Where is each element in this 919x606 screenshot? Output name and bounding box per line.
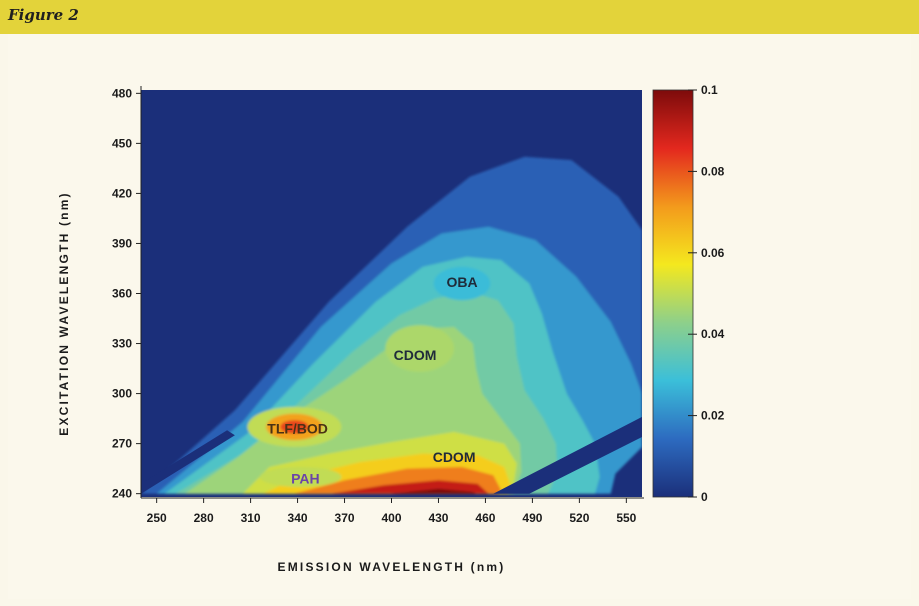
y-tick-label: 330 bbox=[112, 337, 132, 351]
x-tick-label: 520 bbox=[569, 511, 589, 525]
x-tick-label: 400 bbox=[381, 511, 401, 525]
x-tick-label: 310 bbox=[241, 511, 261, 525]
x-tick-label: 280 bbox=[194, 511, 214, 525]
annotation-tlf-bod: TLF/BOD bbox=[267, 421, 328, 437]
y-tick-label: 360 bbox=[112, 287, 132, 301]
x-axis-title: EMISSION WAVELENGTH (nm) bbox=[278, 560, 506, 574]
y-tick-label: 300 bbox=[112, 387, 132, 401]
x-tick-label: 550 bbox=[616, 511, 636, 525]
annotation-cdom: CDOM bbox=[433, 449, 476, 465]
y-tick-label: 420 bbox=[112, 186, 132, 200]
contour-cdom-upper-spot bbox=[385, 325, 455, 372]
y-axis-title: EXCITATION WAVELENGTH (nm) bbox=[57, 191, 71, 436]
annotation-pah: PAH bbox=[291, 471, 320, 487]
annotation-cdom: CDOM bbox=[394, 347, 437, 363]
colorbar-tick-label: 0.04 bbox=[701, 327, 725, 341]
x-tick-label: 340 bbox=[288, 511, 308, 525]
figure-panel: OBA CDOM TLF/BOD CDOM PAH 250 280 310 340 370 400… bbox=[8, 34, 911, 599]
colorbar-tick-label: 0.02 bbox=[701, 409, 725, 423]
masked-band-lower-left-scatter bbox=[141, 430, 235, 494]
y-tick-label: 240 bbox=[112, 487, 132, 501]
x-tick-label: 430 bbox=[428, 511, 448, 525]
contour-dark-red bbox=[391, 488, 476, 494]
x-tick-label: 250 bbox=[147, 511, 167, 525]
contour-tlf-core bbox=[280, 420, 309, 434]
y-tick-label: 480 bbox=[112, 86, 132, 100]
y-tick-label: 450 bbox=[112, 136, 132, 150]
colorbar-tick-label: 0.08 bbox=[701, 164, 725, 178]
figure-header: Figure 2 bbox=[0, 0, 919, 34]
colorbar-tick-label: 0.1 bbox=[701, 83, 718, 97]
annotation-oba: OBA bbox=[446, 274, 477, 290]
figure-label: Figure 2 bbox=[8, 6, 79, 24]
colorbar-tick-label: 0 bbox=[701, 490, 708, 504]
masked-band-second-order-scatter bbox=[493, 416, 642, 494]
colorbar-tick-label: 0.06 bbox=[701, 246, 725, 260]
colorbar bbox=[652, 89, 694, 498]
contour-oba-spot bbox=[433, 266, 491, 301]
x-tick-label: 490 bbox=[522, 511, 542, 525]
y-tick-label: 270 bbox=[112, 437, 132, 451]
contour-pah-spot bbox=[260, 467, 342, 487]
x-tick-label: 370 bbox=[335, 511, 355, 525]
y-tick-label: 390 bbox=[112, 236, 132, 250]
eem-heatmap-chart: OBA CDOM TLF/BOD CDOM PAH 250 280 310 340 370 400… bbox=[57, 83, 725, 574]
x-tick-label: 460 bbox=[475, 511, 495, 525]
